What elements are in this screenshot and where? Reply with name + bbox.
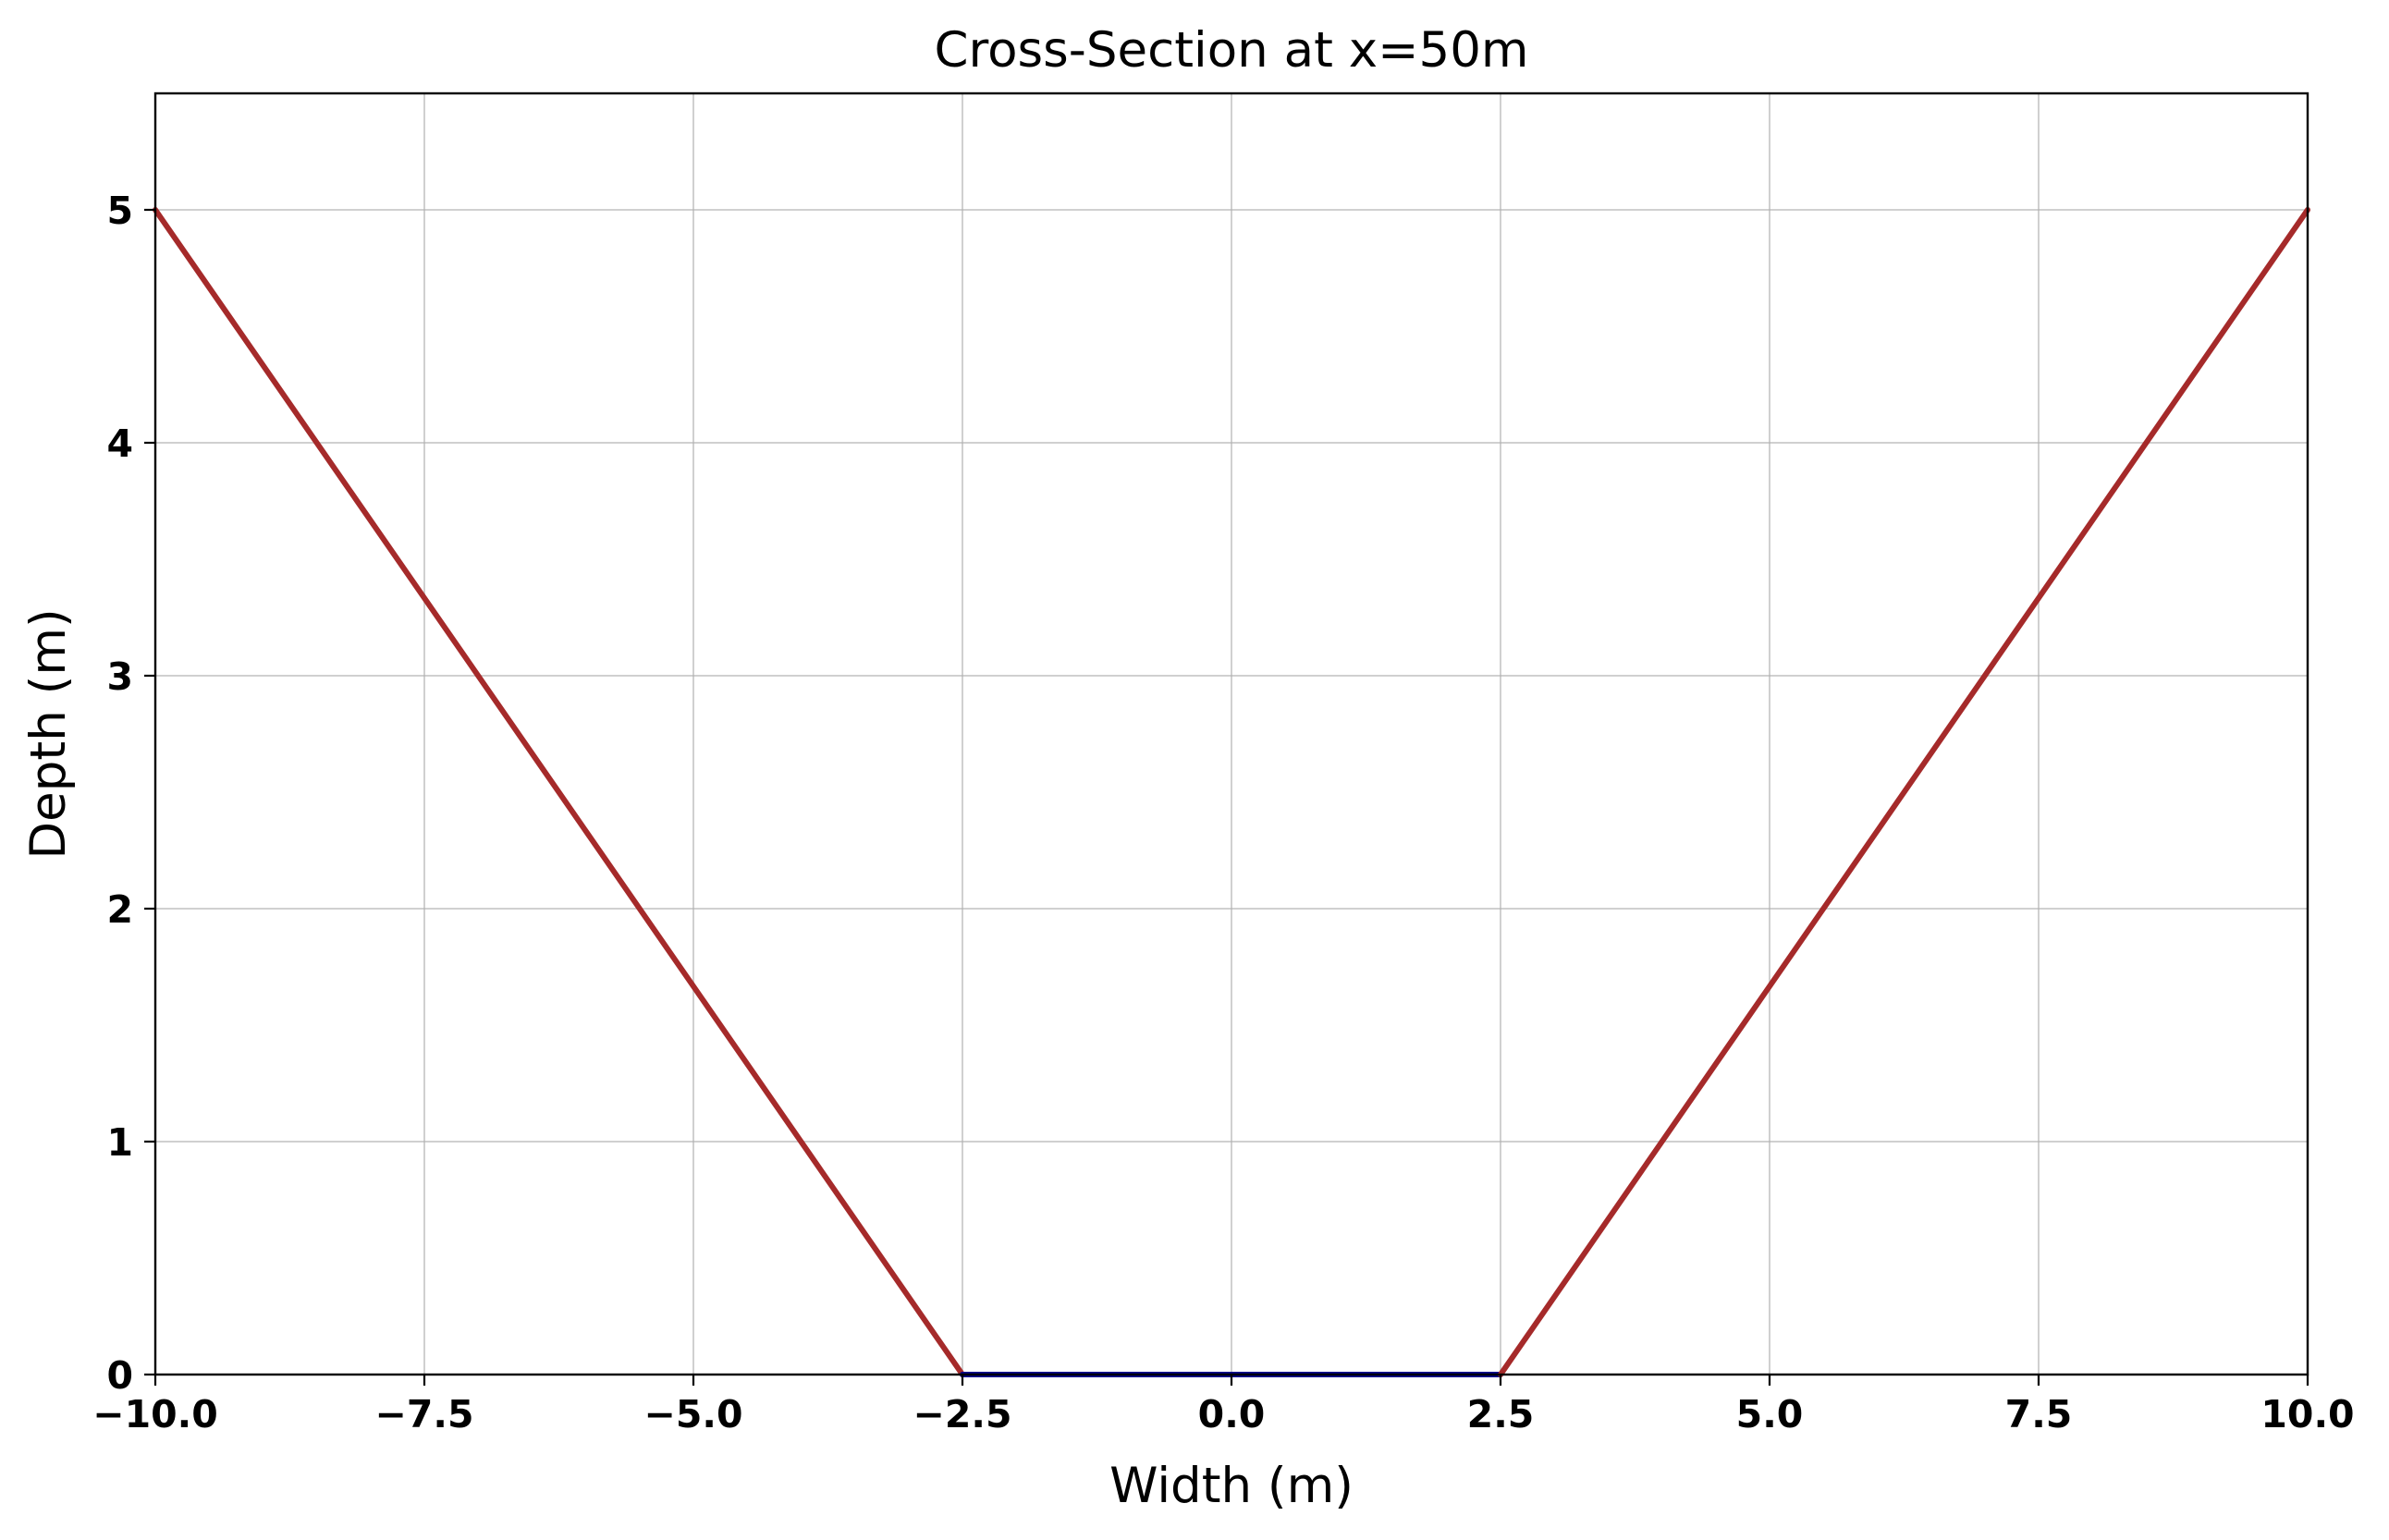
x-tick-label: −5.0	[644, 1392, 743, 1436]
series-line-0	[153, 207, 965, 1377]
x-tick-label: 5.0	[1736, 1392, 1804, 1436]
x-tick-label: 7.5	[2005, 1392, 2073, 1436]
y-tick-label: 0	[106, 1353, 133, 1398]
x-tick-label: −7.5	[375, 1392, 474, 1436]
x-axis-label: Width (m)	[1109, 1458, 1354, 1514]
x-tick-label: 10.0	[2260, 1392, 2354, 1436]
y-tick-label: 3	[106, 654, 133, 699]
x-tick-label: 2.5	[1467, 1392, 1535, 1436]
x-tick-label: −10.0	[92, 1392, 218, 1436]
x-tick-label: 0.0	[1198, 1392, 1266, 1436]
chart-title: Cross-Section at x=50m	[934, 22, 1528, 79]
y-tick-label: 5	[106, 189, 133, 233]
x-tick-label: −2.5	[913, 1392, 1012, 1436]
y-tick-label: 2	[106, 887, 133, 932]
axis-ticks: −10.0 −7.5 −5.0 −2.5 0.0 2.5 5.0 7.5 10.0 0 1 2 3 4 5	[92, 189, 2354, 1436]
y-axis-label: Depth (m)	[20, 608, 77, 859]
y-tick-label: 4	[106, 422, 133, 466]
series-line-2	[1498, 207, 2310, 1377]
y-tick-label: 1	[106, 1120, 133, 1165]
